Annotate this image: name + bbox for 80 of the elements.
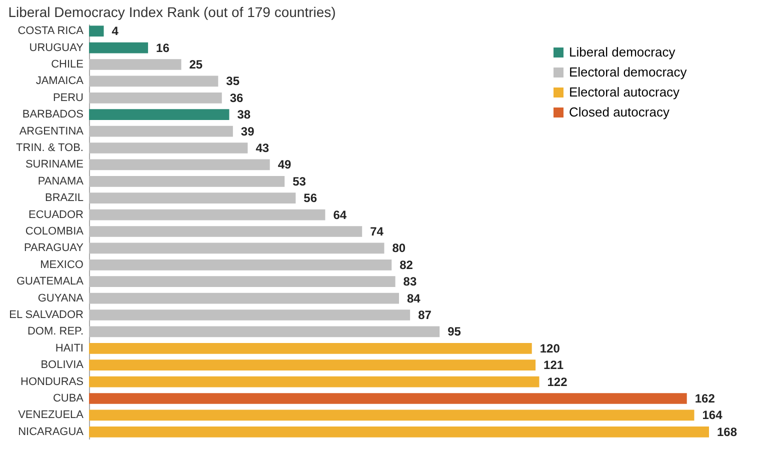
bar (89, 76, 218, 87)
y-tick-label: HAITI (55, 342, 84, 354)
y-tick-label: JAMAICA (36, 75, 84, 88)
bar (89, 410, 694, 421)
y-tick-label: EL SALVADOR (9, 309, 84, 321)
data-label: 4 (112, 24, 119, 38)
y-tick-label: SURINAME (25, 158, 84, 171)
y-tick-label: HONDURAS (20, 376, 84, 388)
y-tick-label: ECUADOR (28, 208, 84, 221)
y-tick-label: NICARAGUA (18, 426, 84, 438)
bar (89, 342, 532, 354)
y-tick-label: GUATEMALA (16, 276, 84, 288)
legend-label: Electoral democracy (569, 64, 688, 80)
bar (89, 109, 230, 120)
y-tick-label: BARBADOS (22, 108, 84, 121)
y-tick-label: TRIN. & TOB. (16, 142, 84, 154)
data-label: 87 (418, 308, 432, 322)
data-label: 162 (694, 392, 716, 406)
y-tick-label: PERU (52, 92, 84, 104)
data-label: 53 (292, 174, 306, 188)
data-label: 64 (333, 208, 347, 222)
data-label: 35 (226, 74, 240, 88)
y-tick-label: CHILE (51, 58, 84, 70)
bar (89, 426, 709, 438)
bar (89, 310, 410, 320)
data-label: 95 (448, 324, 462, 339)
bar (89, 242, 384, 254)
legend-label: Liberal democracy (569, 44, 676, 60)
bar (89, 259, 392, 270)
bar (89, 92, 222, 104)
data-label: 16 (156, 40, 170, 55)
bar (89, 209, 326, 220)
y-tick-label: BRAZIL (44, 192, 84, 204)
bar (89, 59, 182, 70)
bar (89, 360, 536, 371)
bar (89, 326, 440, 338)
y-tick-label: VENEZUELA (18, 409, 84, 422)
data-label: 25 (189, 58, 203, 72)
data-label: 56 (304, 191, 318, 206)
data-label: 80 (392, 241, 406, 256)
bar (89, 292, 399, 304)
bar (89, 126, 233, 137)
y-tick-label: COLOMBIA (25, 226, 84, 238)
data-label: 84 (407, 291, 421, 306)
y-tick-label: GUYANA (38, 292, 84, 304)
y-tick-label: CUBA (52, 392, 84, 404)
y-tick-label: URUGUAY (29, 42, 84, 54)
y-tick-label: DOM. REP. (27, 326, 84, 338)
y-tick-label: BOLIVIA (40, 359, 84, 372)
y-tick-label: PANAMA (38, 175, 84, 188)
data-label: 74 (370, 224, 384, 238)
data-label: 49 (278, 158, 292, 172)
y-tick-label: MEXICO (40, 258, 84, 271)
bar (89, 26, 104, 37)
bar (89, 176, 285, 187)
data-label: 120 (540, 341, 560, 356)
data-label: 122 (547, 374, 568, 389)
y-tick-label: PARAGUAY (24, 242, 84, 254)
data-label: 36 (230, 90, 244, 105)
y-tick-label: ARGENTINA (19, 125, 84, 138)
data-label: 43 (256, 141, 270, 155)
legend-label: Closed autocracy (569, 104, 670, 120)
data-label: 82 (400, 258, 414, 272)
bar (89, 142, 248, 154)
data-label: 83 (403, 274, 417, 289)
bar (89, 192, 296, 204)
bar (89, 226, 362, 237)
bar (89, 42, 148, 54)
data-label: 38 (237, 108, 251, 122)
bar (89, 393, 687, 404)
data-label: 39 (240, 124, 255, 138)
legend-label: Electoral autocracy (569, 84, 680, 100)
chart-title: Liberal Democracy Index Rank (out of 179 countries) (8, 4, 336, 20)
data-label: 168 (717, 424, 738, 439)
bar (89, 276, 396, 288)
bar (89, 376, 540, 388)
bar (89, 159, 270, 170)
data-label: 164 (702, 408, 723, 422)
y-tick-label: COSTA RICA (18, 25, 84, 38)
data-label: 121 (544, 358, 564, 372)
